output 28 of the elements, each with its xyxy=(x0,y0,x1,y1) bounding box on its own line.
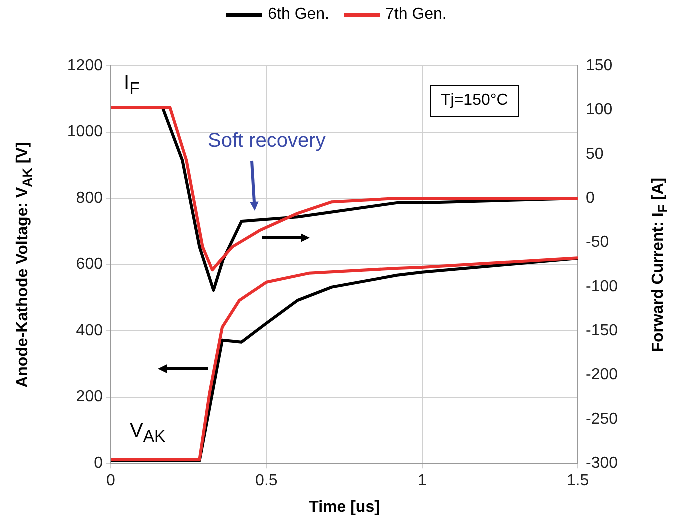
y2-tick-label: -50 xyxy=(586,234,610,252)
y-tick-label: 0 xyxy=(94,455,104,472)
x-axis-title: Time [us] xyxy=(309,498,380,516)
y2-tick-label: -100 xyxy=(586,278,618,296)
y2-tick-label: -250 xyxy=(586,410,618,428)
y2-tick-label: 150 xyxy=(586,57,613,74)
legend-label: 6th Gen. xyxy=(268,6,330,24)
x-tick-label: 0.5 xyxy=(256,472,278,490)
y2-tick-label: -300 xyxy=(586,455,618,472)
legend-label: 7th Gen. xyxy=(386,6,447,24)
annotation: Soft recovery xyxy=(208,130,326,153)
y2-tick-label: 50 xyxy=(586,146,604,163)
y-tick-label: 800 xyxy=(76,190,104,207)
x-tick-label: 1.5 xyxy=(566,472,590,490)
y-tick-label: 600 xyxy=(76,256,104,274)
x-tick-label: 1 xyxy=(418,472,427,490)
y2-tick-label: 100 xyxy=(586,102,613,119)
y-tick-label: 200 xyxy=(76,388,104,406)
y-tick-label: 1000 xyxy=(67,124,104,141)
annotation: I$_{F}$ xyxy=(124,72,140,99)
annotation: V$_{AK}$ xyxy=(130,420,166,447)
y2-tick-label: -150 xyxy=(586,322,618,340)
annotation: Tj=150°C xyxy=(430,85,520,117)
y2-tick-label: 0 xyxy=(586,190,595,207)
y-tick-label: 1200 xyxy=(67,57,104,74)
y-tick-label: 400 xyxy=(76,322,104,340)
y2-tick-label: -200 xyxy=(586,366,618,384)
x-tick-label: 0 xyxy=(106,472,116,490)
